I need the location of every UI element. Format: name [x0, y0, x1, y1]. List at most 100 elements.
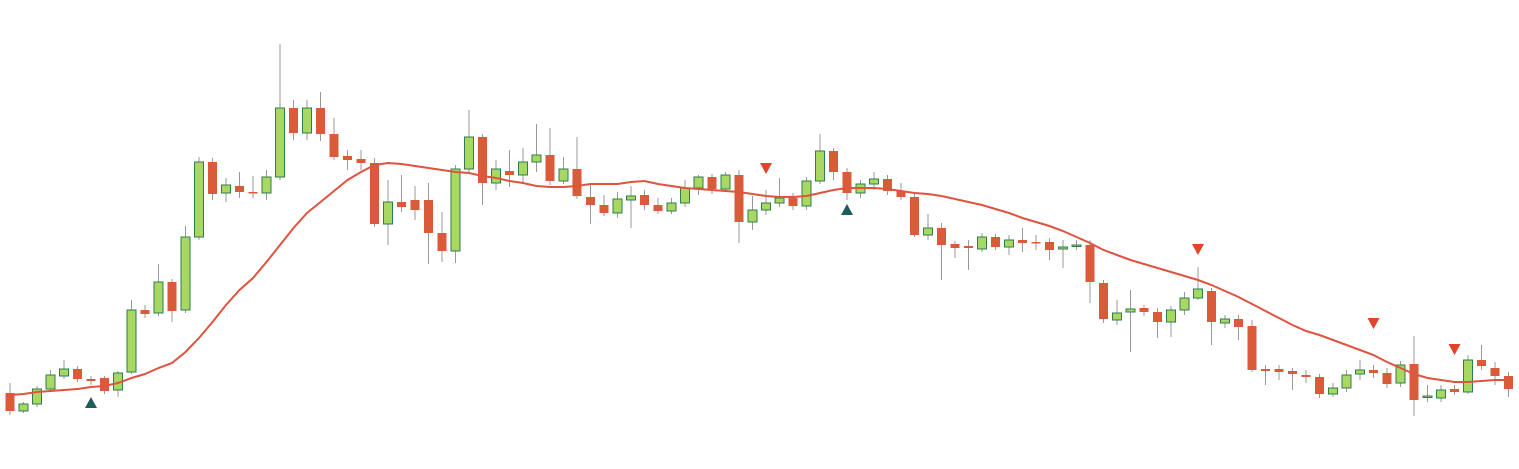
candle-body-up: [1463, 359, 1473, 393]
candle-body-up: [693, 176, 704, 189]
candle-body-down: [1490, 368, 1500, 376]
candle-body-up: [1328, 387, 1338, 395]
candle-body-down: [410, 200, 420, 210]
candle-body-up: [32, 388, 42, 405]
candle-body-up: [1125, 308, 1136, 313]
candle-body-down: [1031, 242, 1041, 244]
candle-body-down: [235, 186, 244, 192]
candle-body-up: [761, 202, 771, 211]
candle-body-down: [653, 205, 663, 211]
candle-body-down: [1288, 371, 1297, 374]
candle-body-up: [801, 180, 812, 207]
candle-body-down: [910, 197, 919, 235]
candle-body-down: [586, 197, 595, 205]
candle-body-up: [261, 176, 272, 194]
candle-body-down: [1045, 242, 1054, 250]
candle-body-down: [1261, 369, 1270, 371]
candle-body-up: [518, 161, 528, 176]
candle-body-up: [1058, 246, 1068, 250]
candle-body-up: [612, 198, 623, 214]
candle-body-up: [1355, 369, 1365, 375]
candle-body-down: [437, 233, 447, 251]
candle-body-down: [1247, 326, 1257, 370]
candle-body-down: [1315, 377, 1324, 394]
candle-body-up: [1341, 374, 1352, 389]
candle-body-up: [59, 368, 69, 377]
candle-body-down: [1085, 245, 1095, 282]
candle-body-up: [774, 197, 785, 204]
candle-body-down: [478, 137, 487, 183]
candle-body-down: [5, 393, 15, 411]
candle-body-down: [370, 163, 379, 224]
candle-body-down: [1409, 364, 1419, 400]
candle-body-up: [194, 161, 204, 238]
sell-signal: [760, 163, 772, 174]
candle-body-up: [531, 154, 542, 163]
sell-signal: [1192, 244, 1204, 255]
candle-body-up: [558, 168, 569, 182]
candle-body-down: [100, 378, 109, 391]
candle-body-down: [1274, 369, 1284, 372]
sell-signal: [1448, 344, 1461, 355]
candle-body-down: [1382, 373, 1392, 384]
candle-body-up: [666, 202, 677, 212]
candle-body-down: [208, 162, 217, 194]
candle-body-up: [153, 281, 164, 314]
buy-signal: [841, 204, 853, 215]
candle-body-down: [343, 156, 352, 160]
candle-body-down: [545, 155, 555, 181]
candle-body-down: [1477, 360, 1486, 366]
candle-body-down: [640, 195, 649, 205]
moving-average-line: [9, 161, 1509, 396]
candle-body-down: [1301, 375, 1311, 377]
candle-body-down: [964, 246, 973, 248]
candle-body-down: [86, 379, 96, 381]
candle-body-up: [1220, 318, 1230, 324]
candle-body-up: [450, 168, 461, 252]
candle-body-up: [1179, 297, 1190, 311]
candle-body-up: [1422, 395, 1433, 398]
candle-body-down: [1504, 376, 1513, 389]
candle-body-up: [275, 107, 285, 178]
candle-body-up: [180, 236, 191, 311]
candle-body-down: [1234, 319, 1243, 327]
candle-body-down: [950, 244, 960, 248]
candle-body-down: [883, 179, 892, 191]
candle-body-down: [991, 237, 1000, 247]
candle-body-up: [302, 107, 312, 134]
candle-body-up: [977, 236, 987, 250]
candle-body-up: [1436, 389, 1446, 399]
candle-body-up: [221, 184, 231, 194]
candle-body-up: [720, 174, 731, 190]
candle-body-down: [1207, 291, 1216, 322]
candle-body-up: [464, 136, 474, 170]
candle-body-up: [1071, 244, 1082, 247]
candle-body-up: [491, 168, 501, 184]
candle-body-down: [167, 282, 177, 311]
candle-body-down: [788, 198, 798, 206]
candle-body-down: [572, 169, 582, 196]
candle-body-up: [1166, 309, 1176, 323]
candle-body-down: [140, 310, 150, 314]
candle-body-down: [1099, 283, 1108, 319]
candle-body-up: [383, 201, 393, 225]
candle-body-up: [1395, 364, 1406, 384]
candle-body-down: [248, 192, 258, 194]
candle-body-down: [896, 191, 906, 197]
candle-body-down: [329, 134, 339, 157]
candle-body-down: [937, 228, 946, 245]
candle-body-down: [424, 200, 433, 233]
candle-body-up: [45, 374, 56, 390]
candle-body-up: [1112, 312, 1122, 321]
candle-body-down: [1018, 240, 1027, 243]
candle-body-up: [923, 227, 933, 236]
candle-body-down: [397, 202, 406, 207]
candle-body-up: [1004, 239, 1014, 248]
candle-body-down: [842, 172, 852, 193]
candle-body-down: [1153, 312, 1162, 322]
candle-body-down: [316, 108, 325, 134]
candle-body-up: [1193, 288, 1203, 299]
candle-body-down: [73, 369, 82, 379]
candle-body-up: [680, 187, 690, 204]
